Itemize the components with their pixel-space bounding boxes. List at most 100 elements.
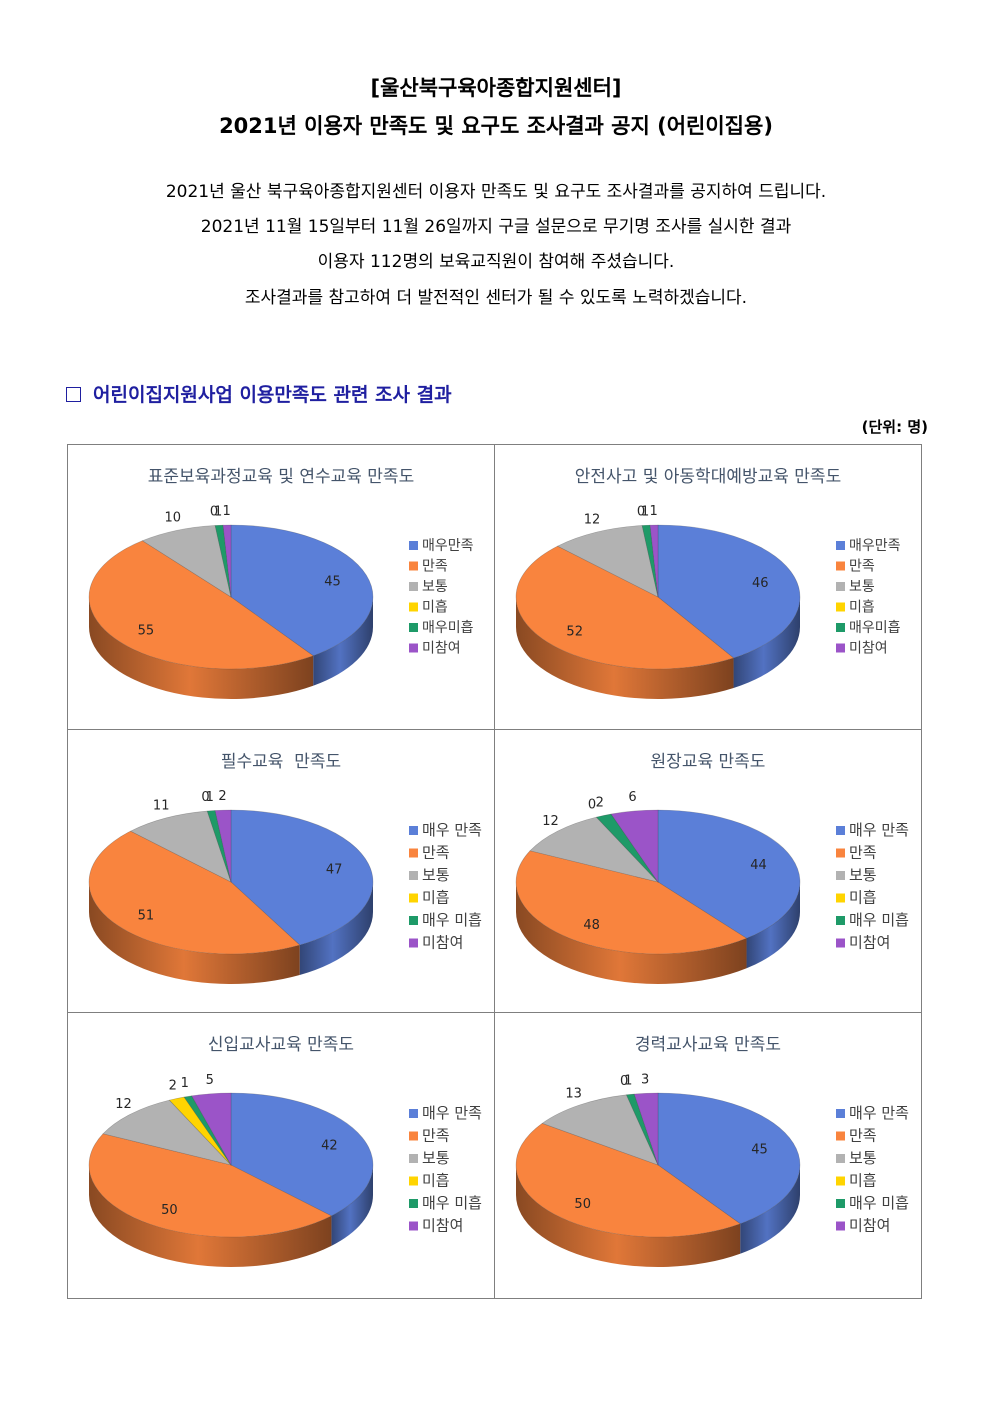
- legend-swatch: [409, 848, 418, 858]
- legend-label: 매우 미흡: [849, 1194, 909, 1212]
- data-label: 45: [324, 575, 341, 590]
- legend-swatch: [836, 1221, 845, 1231]
- pie-slice: [230, 1092, 374, 1217]
- legend-swatch: [836, 602, 845, 612]
- legend-label: 매우미흡: [422, 620, 474, 636]
- intro-line-4: 조사결과를 참고하여 더 발전적인 센터가 될 수 있도록 노력하겠습니다.: [244, 288, 748, 308]
- data-label: 47: [326, 863, 343, 878]
- data-label: 1: [641, 504, 649, 519]
- legend-swatch: [409, 1154, 418, 1163]
- legend-swatch: [409, 916, 418, 925]
- legend-label: 만족: [422, 559, 448, 575]
- legend-swatch: [409, 1131, 418, 1141]
- legend-label: 미흡: [849, 889, 877, 907]
- page-title-line2: 2021년 이용자 만족도 및 요구도 조사결과 공지 (어린이집용): [219, 114, 773, 138]
- pie-slice-side: [89, 882, 300, 984]
- data-label: 12: [542, 814, 559, 829]
- legend-label: 미참여: [422, 641, 461, 657]
- pie-slice: [183, 1095, 232, 1166]
- legend-label: 만족: [849, 844, 877, 862]
- data-label: 2: [218, 789, 226, 804]
- legend-label: 만족: [849, 1127, 877, 1145]
- chart-title: 표준보육과정교육 및 연수교육 만족도: [148, 467, 414, 487]
- data-label: 48: [583, 918, 600, 933]
- data-label: 0: [210, 505, 218, 520]
- legend-label: 미참여: [422, 1217, 463, 1235]
- checkbox-square-icon: [66, 387, 81, 402]
- legend-label: 매우만족: [849, 538, 901, 554]
- pie-slice: [206, 810, 232, 883]
- pie-slice: [214, 809, 232, 883]
- legend-swatch: [409, 643, 418, 653]
- legend-swatch: [836, 826, 845, 835]
- pie-slice-side: [740, 1165, 800, 1254]
- pie-chart-svg: 안전사고 및 아동학대예방교육 만족도 46 52 12 01 1 매우만족만족보통미흡매우…: [515, 467, 901, 699]
- intro-line-3: 이용자 112명의 보육교직원이 참여해 주셨습니다.: [317, 252, 675, 272]
- data-label: 1: [206, 790, 214, 805]
- pie-slice: [129, 810, 232, 883]
- pie-slice-side: [516, 882, 747, 984]
- intro-line-1: 2021년 울산 북구육아종합지원센터 이용자 만족도 및 요구도 조사결과를 …: [165, 182, 827, 202]
- pie-slice: [541, 1094, 659, 1166]
- legend-swatch: [409, 1176, 418, 1186]
- legend-label: 매우만족: [422, 538, 474, 554]
- pie-slice: [657, 524, 801, 659]
- pie-slice: [168, 1096, 232, 1166]
- intro-line-2: 2021년 11월 15일부터 11월 26일까지 구글 설문으로 무기명 조사…: [200, 217, 792, 237]
- pie-chart-panel: 경력교사교육 만족도 45 50 13 0 1 3 매우 만족 만족 보통 미흡 매우 미흡 미참여: [494, 1012, 922, 1299]
- legend-swatch: [836, 1131, 845, 1141]
- legend-swatch: [409, 1199, 418, 1208]
- pie-slice: [595, 813, 659, 883]
- data-label: 42: [321, 1138, 338, 1153]
- data-label: 50: [161, 1203, 178, 1218]
- data-label: 1: [223, 504, 231, 519]
- data-label: 5: [206, 1073, 214, 1088]
- pie-chart-panel: 필수교육 만족도 47 51 11 0 1 2 매우 만족 만족 보통 미흡 매우 미흡 미참여: [67, 729, 495, 1014]
- unit-label: (단위: 명): [861, 418, 928, 436]
- legend-label: 매우미흡: [849, 620, 901, 636]
- pie-slice: [625, 1093, 659, 1166]
- legend-swatch: [836, 561, 845, 571]
- legend-label: 미흡: [422, 1172, 450, 1190]
- legend-swatch: [409, 582, 418, 591]
- legend-label: 보통: [422, 866, 450, 884]
- legend-label: 만족: [849, 559, 875, 575]
- legend-label: 매우 만족: [422, 1104, 482, 1122]
- legend-swatch: [836, 643, 845, 653]
- pie-slice: [191, 1092, 232, 1167]
- legend-label: 보통: [422, 1149, 450, 1167]
- legend-label: 보통: [849, 866, 877, 884]
- pie-slice: [214, 524, 232, 598]
- legend-swatch: [409, 1109, 418, 1118]
- pie-slice: [88, 830, 301, 955]
- pie-slice: [641, 524, 659, 598]
- data-label: 10: [165, 511, 182, 526]
- pie-slice: [102, 1099, 232, 1166]
- pie-slice-side: [331, 1165, 373, 1246]
- pie-chart-panel: 안전사고 및 아동학대예방교육 만족도 46 52 12 0 1 1 매우만족 만족 보통 미흡 매우…: [494, 444, 922, 731]
- pie-slice-side: [89, 597, 314, 699]
- pie-slice: [556, 525, 659, 598]
- legend-label: 보통: [849, 1149, 877, 1167]
- data-label: 2: [169, 1079, 177, 1094]
- pie-slice: [649, 524, 659, 598]
- pie-slice-side: [733, 597, 800, 688]
- pie-slice: [88, 1133, 333, 1238]
- legend-swatch: [836, 916, 845, 925]
- legend-label: 만족: [422, 844, 450, 862]
- data-label: 51: [138, 909, 155, 924]
- legend-swatch: [836, 871, 845, 880]
- legend-label: 매우 미흡: [849, 911, 909, 929]
- pie-slice-side: [516, 1165, 741, 1267]
- chart-title: 필수교육 만족도: [221, 752, 341, 772]
- legend-label: 보통: [422, 579, 448, 595]
- chart-title: 원장교육 만족도: [651, 752, 766, 772]
- data-label: 0: [620, 1074, 628, 1089]
- data-label: 12: [584, 513, 601, 528]
- legend-label: 매우 만족: [849, 821, 909, 839]
- legend-swatch: [409, 623, 418, 632]
- data-label: 1: [181, 1076, 189, 1091]
- data-label: 0: [637, 505, 645, 520]
